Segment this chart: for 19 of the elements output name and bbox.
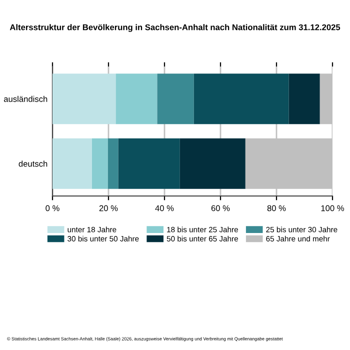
x-tick-label: 20 % bbox=[99, 205, 118, 212]
x-tick-label: 0 % bbox=[46, 205, 60, 212]
bar bbox=[108, 138, 118, 189]
x-tick-label: 80 % bbox=[267, 205, 286, 212]
bar bbox=[52, 74, 116, 124]
bar bbox=[118, 138, 180, 189]
bar bbox=[116, 74, 158, 124]
bar bbox=[180, 138, 246, 189]
chart-title: Altersstruktur der Bevölkerung in Sachsen-Anhalt nach Nationalität zum 31.12.2025 bbox=[10, 24, 340, 32]
bar bbox=[92, 138, 108, 189]
bar bbox=[194, 74, 289, 124]
x-tick-label: 100 % bbox=[321, 205, 344, 212]
y-tick-label: ausländisch bbox=[4, 96, 48, 102]
bar bbox=[157, 74, 194, 124]
bar bbox=[52, 138, 92, 189]
y-tick-label: deutsch bbox=[18, 160, 48, 167]
x-tick-label: 40 % bbox=[155, 205, 174, 212]
bar bbox=[288, 74, 320, 124]
x-tick-label: 60 % bbox=[211, 205, 230, 212]
